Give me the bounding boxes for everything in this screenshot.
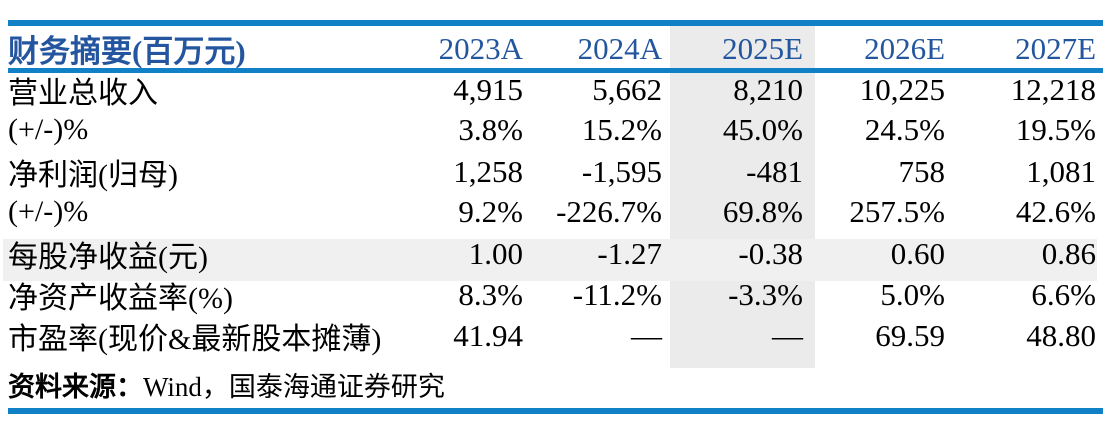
cell-value: 24.5% xyxy=(864,111,945,147)
cell-value: 5,662 xyxy=(592,72,662,107)
cell-value: 1,258 xyxy=(453,154,523,189)
row-label: 市盈率(现价&最新股本摊薄) xyxy=(8,323,382,356)
cell-value: 19.5% xyxy=(1015,111,1096,147)
source-text: Wind，国泰海通证券研究 xyxy=(143,371,445,402)
cell-value: 0.60 xyxy=(890,236,945,271)
cell-value: -11.2% xyxy=(572,277,662,312)
row-label: (+/-)% xyxy=(8,112,89,146)
table-row-profit-growth: (+/-)% 9.2% -226.7% 69.8% 257.5% 42.6% xyxy=(8,191,1096,232)
cell-value: — xyxy=(631,318,662,353)
cell-value: 257.5% xyxy=(849,193,945,229)
row-label: 营业总收入 xyxy=(8,77,158,110)
cell-value: 1.00 xyxy=(468,236,523,271)
source-note: 资料来源： Wind，国泰海通证券研究 xyxy=(8,360,1103,408)
cell-value: -3.3% xyxy=(728,277,803,312)
cell-value: 42.6% xyxy=(1015,193,1096,229)
table-row-net-profit: 净利润(归母) 1,258 -1,595 -481 758 1,081 xyxy=(8,150,1096,192)
cell-value: 758 xyxy=(898,154,946,189)
bottom-rule xyxy=(8,408,1103,414)
cell-value: 69.8% xyxy=(722,193,803,229)
cell-value: -1,595 xyxy=(581,154,662,189)
cell-value: -1.27 xyxy=(597,236,662,271)
cell-value: 8,210 xyxy=(733,72,803,107)
col-header-2025e: 2025E xyxy=(722,30,803,66)
table-row-revenue: 营业总收入 4,915 5,662 8,210 10,225 12,218 xyxy=(8,68,1096,110)
cell-value: 1,081 xyxy=(1026,154,1096,189)
col-header-2023a: 2023A xyxy=(438,30,523,66)
source-label: 资料来源： xyxy=(8,371,143,402)
cell-value: -481 xyxy=(746,154,803,189)
highlight-row-eps xyxy=(3,239,1097,281)
cell-value: 15.2% xyxy=(581,111,662,147)
col-header-2024a: 2024A xyxy=(577,30,662,66)
cell-value: -226.7% xyxy=(556,193,662,229)
table: 财务摘要(百万元) 2023A 2024A 2025E 2026E 2027E … xyxy=(8,26,1096,357)
row-label: 净资产收益率(%) xyxy=(8,282,233,315)
table-row-revenue-growth: (+/-)% 3.8% 15.2% 45.0% 24.5% 19.5% xyxy=(8,109,1096,150)
row-label: 每股净收益(元) xyxy=(8,241,208,274)
cell-value: 10,225 xyxy=(859,72,945,107)
col-header-2026e: 2026E xyxy=(864,30,945,66)
cell-value: 12,218 xyxy=(1010,72,1096,107)
cell-value: 6.6% xyxy=(1031,277,1096,312)
table-row-eps: 每股净收益(元) 1.00 -1.27 -0.38 0.60 0.86 xyxy=(8,232,1096,274)
cell-value: 48.80 xyxy=(1026,318,1096,353)
header-divider-rule xyxy=(8,68,1103,73)
table-row-pe: 市盈率(现价&最新股本摊薄) 41.94 — — 69.59 48.80 xyxy=(8,314,1096,356)
cell-value: 5.0% xyxy=(880,277,945,312)
cell-value: 45.0% xyxy=(722,111,803,147)
col-header-2027e: 2027E xyxy=(1015,30,1096,66)
highlight-column-2025e xyxy=(670,26,815,368)
cell-value: 69.59 xyxy=(875,318,945,353)
table-title: 财务摘要(百万元) xyxy=(8,34,246,69)
top-rule xyxy=(8,20,1103,26)
cell-value: 9.2% xyxy=(458,193,523,229)
cell-value: 8.3% xyxy=(458,277,523,312)
row-label: 净利润(归母) xyxy=(8,159,178,192)
table-header-row: 财务摘要(百万元) 2023A 2024A 2025E 2026E 2027E xyxy=(8,26,1096,70)
cell-value: 3.8% xyxy=(458,111,523,147)
table-row-roe: 净资产收益率(%) 8.3% -11.2% -3.3% 5.0% 6.6% xyxy=(8,273,1096,315)
cell-value: — xyxy=(772,318,803,353)
cell-value: -0.38 xyxy=(738,236,803,271)
cell-value: 4,915 xyxy=(453,72,523,107)
cell-value: 41.94 xyxy=(453,318,523,353)
row-label: (+/-)% xyxy=(8,194,89,228)
cell-value: 0.86 xyxy=(1041,236,1096,271)
